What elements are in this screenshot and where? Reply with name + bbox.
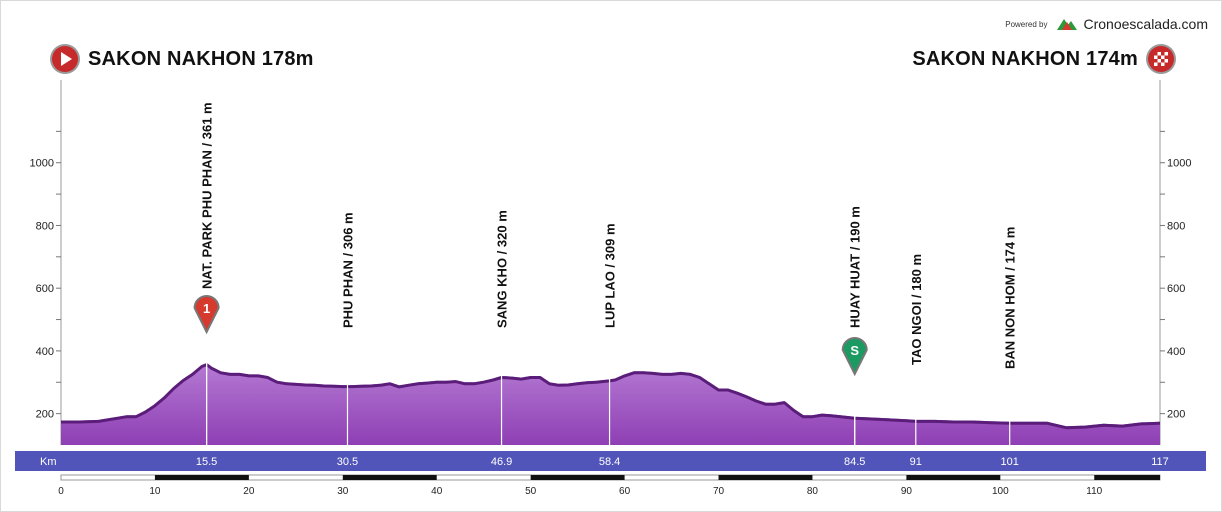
- x-tick-label: 80: [807, 486, 819, 497]
- x-tick-label: 90: [901, 486, 913, 497]
- y-tick-label-left: 600: [36, 283, 54, 295]
- x-tick-label: 40: [431, 486, 443, 497]
- x-tick-label: 50: [525, 486, 537, 497]
- km-band-value: 46.9: [491, 456, 512, 468]
- km-band-label: Km: [40, 456, 57, 468]
- annotation-label: TAO NGOI / 180 m: [909, 254, 924, 365]
- powered-by-label: Powered by: [1005, 19, 1048, 29]
- x-tick-label: 110: [1086, 486, 1102, 497]
- scale-bar-segment: [342, 475, 437, 480]
- elevation-area: [61, 363, 1160, 445]
- y-tick-label-right: 200: [1167, 409, 1185, 421]
- credit: Powered by Cronoescalada.com: [1005, 16, 1208, 32]
- km-band-value: 91: [910, 456, 922, 468]
- scale-bar-segment: [906, 475, 1001, 480]
- climb-marker-label: 1: [203, 301, 210, 316]
- x-tick-label: 20: [243, 486, 255, 497]
- finish-name: SAKON NAKHON 174m: [912, 47, 1138, 70]
- x-tick-label: 0: [58, 486, 64, 497]
- start-name: SAKON NAKHON 178m: [88, 47, 314, 70]
- start-play-icon: [52, 46, 78, 72]
- x-tick-label: 30: [337, 486, 349, 497]
- annotation-label: HUAY HUAT / 190 m: [848, 206, 863, 328]
- y-tick-label-right: 600: [1167, 283, 1185, 295]
- annotation-label: LUP LAO / 309 m: [603, 223, 618, 328]
- y-tick-label-right: 400: [1167, 346, 1185, 358]
- x-tick-label: 100: [992, 486, 1009, 497]
- y-tick-label-right: 800: [1167, 220, 1185, 232]
- x-tick-label: 70: [713, 486, 725, 497]
- y-tick-label-right: 1000: [1167, 158, 1191, 170]
- elevation-ridge-line: [61, 363, 1161, 430]
- scale-bar-segment: [530, 475, 625, 480]
- annotation-label: BAN NON HOM / 174 m: [1003, 227, 1018, 369]
- km-band-value: 15.5: [196, 456, 217, 468]
- sprint-marker-label: S: [850, 343, 859, 358]
- climb-marker-icon: [193, 295, 220, 335]
- y-tick-label-left: 200: [36, 409, 54, 421]
- km-band-value: 117: [1151, 456, 1169, 468]
- km-band-value: 58.4: [599, 456, 620, 468]
- scale-bar-segment: [1094, 475, 1160, 480]
- y-tick-label-left: 400: [36, 346, 54, 358]
- finish-header: SAKON NAKHON 174m: [912, 46, 1174, 72]
- y-tick-label-left: 800: [36, 220, 54, 232]
- km-band-value: 84.5: [844, 456, 865, 468]
- sprint-marker-icon: [841, 337, 868, 377]
- mountain-logo-icon: [1057, 19, 1078, 30]
- annotation-label: SANG KHO / 320 m: [495, 210, 510, 328]
- x-tick-label: 10: [149, 486, 161, 497]
- site-name[interactable]: Cronoescalada.com: [1083, 16, 1208, 32]
- annotation-label: PHU PHAN / 306 m: [340, 212, 355, 328]
- annotation-label: NAT. PARK PHU PHAN / 361 m: [200, 102, 215, 289]
- y-tick-label-left: 1000: [30, 158, 54, 170]
- scale-bar-segment: [154, 475, 249, 480]
- scale-bar-segment: [718, 475, 813, 480]
- km-band: [15, 451, 1206, 471]
- x-tick-label: 60: [619, 486, 631, 497]
- finish-flag-icon: [1148, 46, 1174, 72]
- start-header: SAKON NAKHON 178m: [52, 46, 314, 72]
- km-band-value: 30.5: [337, 456, 358, 468]
- km-band-value: 101: [1001, 456, 1019, 468]
